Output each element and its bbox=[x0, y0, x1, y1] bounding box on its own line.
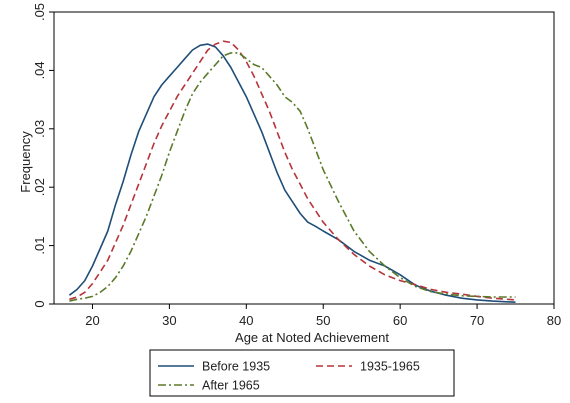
y-tick-label: .03 bbox=[32, 120, 47, 138]
legend-box bbox=[149, 349, 455, 397]
x-tick-label: 70 bbox=[470, 313, 484, 328]
legend-label: 1935-1965 bbox=[360, 360, 420, 374]
series-line bbox=[68, 43, 516, 303]
x-tick-label: 60 bbox=[393, 313, 407, 328]
plot-frame bbox=[53, 11, 555, 305]
x-tick-label: 20 bbox=[85, 313, 99, 328]
y-tick-label: .01 bbox=[32, 237, 47, 255]
x-tick-label: 30 bbox=[162, 313, 176, 328]
x-tick-label: 40 bbox=[239, 313, 253, 328]
legend: Before 1935 1935-1965 After 1965 bbox=[149, 349, 455, 397]
series-line bbox=[69, 52, 516, 302]
y-tick-label: .02 bbox=[32, 178, 47, 196]
legend-label: After 1965 bbox=[202, 379, 260, 393]
y-axis-title: Frequency bbox=[18, 131, 33, 193]
x-tick-label: 50 bbox=[316, 313, 330, 328]
y-tick-label: 0 bbox=[32, 300, 47, 307]
legend-label: Before 1935 bbox=[202, 360, 270, 374]
y-tick-label: .04 bbox=[32, 61, 47, 79]
x-axis-title: Age at Noted Achievement bbox=[235, 330, 389, 345]
y-tick-label: .05 bbox=[32, 3, 47, 21]
x-tick-label: 80 bbox=[547, 313, 561, 328]
plot-area: 20 30 40 50 60 70 80 0 .01 .02 .03 .04 .05 bbox=[32, 3, 561, 328]
